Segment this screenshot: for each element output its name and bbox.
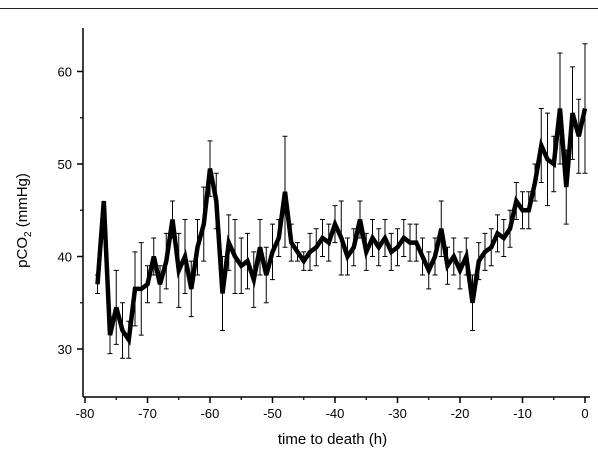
y-tick-label: 50: [58, 157, 72, 172]
x-tick-label: -50: [263, 406, 282, 421]
y-axis-label-subscript: 2: [23, 231, 34, 237]
x-tick-label: -20: [451, 406, 470, 421]
x-tick-label: 0: [581, 406, 588, 421]
y-tick-label: 30: [58, 342, 72, 357]
x-tick-label: -70: [138, 406, 157, 421]
x-axis-label: time to death (h): [278, 431, 387, 448]
x-tick-label: -10: [513, 406, 532, 421]
x-ticks: -80 -70 -60 -50 -40 -30 -20 -10 0: [76, 397, 589, 421]
y-axis-label-unit: (mmHg): [14, 173, 31, 231]
x-tick-label: -80: [76, 406, 95, 421]
y-ticks: 30 40 50 60: [58, 65, 83, 357]
y-tick-label: 60: [58, 65, 72, 80]
y-axis-label: pCO2 (mmHg): [14, 173, 34, 268]
y-axis-label-main: pCO: [14, 237, 31, 268]
top-border-line: [0, 8, 598, 9]
series-line: [95, 108, 588, 347]
x-tick-label: -60: [201, 406, 220, 421]
error-bars: [95, 43, 588, 359]
y-tick-label: 40: [58, 250, 72, 265]
x-tick-label: -30: [388, 406, 407, 421]
x-tick-label: -40: [326, 406, 345, 421]
